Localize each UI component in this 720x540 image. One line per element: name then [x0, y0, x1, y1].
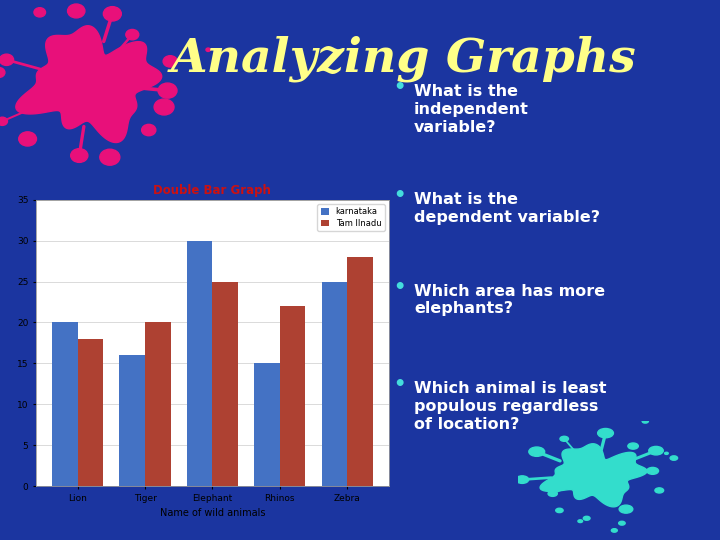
Text: •: • [393, 78, 406, 97]
Circle shape [19, 132, 37, 146]
Text: What is the
dependent variable?: What is the dependent variable? [414, 192, 600, 225]
Circle shape [34, 8, 45, 17]
Circle shape [142, 124, 156, 136]
Bar [212, 281, 238, 486]
Bar [280, 306, 305, 486]
Bar [347, 257, 373, 486]
Circle shape [560, 436, 569, 441]
Circle shape [0, 68, 5, 78]
Text: Analyzing Graphs: Analyzing Graphs [171, 35, 636, 82]
Bar [186, 241, 212, 486]
Bar [78, 339, 103, 486]
Circle shape [158, 83, 177, 98]
Circle shape [512, 507, 516, 509]
Circle shape [0, 54, 14, 65]
Legend: karnataka, Tam lInadu: karnataka, Tam lInadu [318, 204, 384, 231]
Circle shape [655, 488, 664, 493]
Circle shape [583, 516, 590, 520]
Circle shape [163, 56, 177, 67]
Circle shape [619, 505, 633, 513]
X-axis label: Name of wild animals: Name of wild animals [160, 508, 265, 518]
Text: •: • [393, 278, 406, 297]
Circle shape [665, 453, 668, 455]
Circle shape [154, 99, 174, 115]
Circle shape [126, 30, 139, 40]
Circle shape [516, 476, 528, 483]
Circle shape [548, 491, 557, 496]
Circle shape [528, 447, 544, 456]
Circle shape [649, 447, 663, 455]
Polygon shape [540, 444, 647, 507]
Text: •: • [393, 375, 406, 394]
Text: •: • [393, 186, 406, 205]
Circle shape [226, 100, 235, 107]
Circle shape [642, 420, 649, 423]
Polygon shape [16, 26, 162, 143]
Circle shape [71, 148, 88, 163]
Circle shape [618, 521, 625, 525]
Bar [254, 363, 280, 486]
Circle shape [219, 104, 227, 110]
Circle shape [647, 468, 659, 474]
Circle shape [0, 117, 7, 125]
Circle shape [628, 443, 639, 449]
Text: Which area has more
elephants?: Which area has more elephants? [414, 284, 605, 316]
Circle shape [68, 4, 85, 18]
Bar [145, 322, 171, 486]
Circle shape [87, 185, 98, 193]
Text: Which animal is least
populous regardless
of location?: Which animal is least populous regardles… [414, 381, 606, 431]
Circle shape [206, 48, 210, 51]
Circle shape [510, 505, 514, 508]
Circle shape [578, 520, 582, 523]
Text: What is the
independent
variable?: What is the independent variable? [414, 84, 529, 134]
Bar [120, 355, 145, 486]
Circle shape [556, 508, 563, 512]
Circle shape [611, 529, 617, 532]
Title: Double Bar Graph: Double Bar Graph [153, 184, 271, 197]
Circle shape [670, 456, 678, 460]
Circle shape [100, 149, 120, 165]
Bar [52, 322, 78, 486]
Circle shape [104, 6, 122, 21]
Bar [322, 281, 347, 486]
Circle shape [598, 428, 613, 438]
